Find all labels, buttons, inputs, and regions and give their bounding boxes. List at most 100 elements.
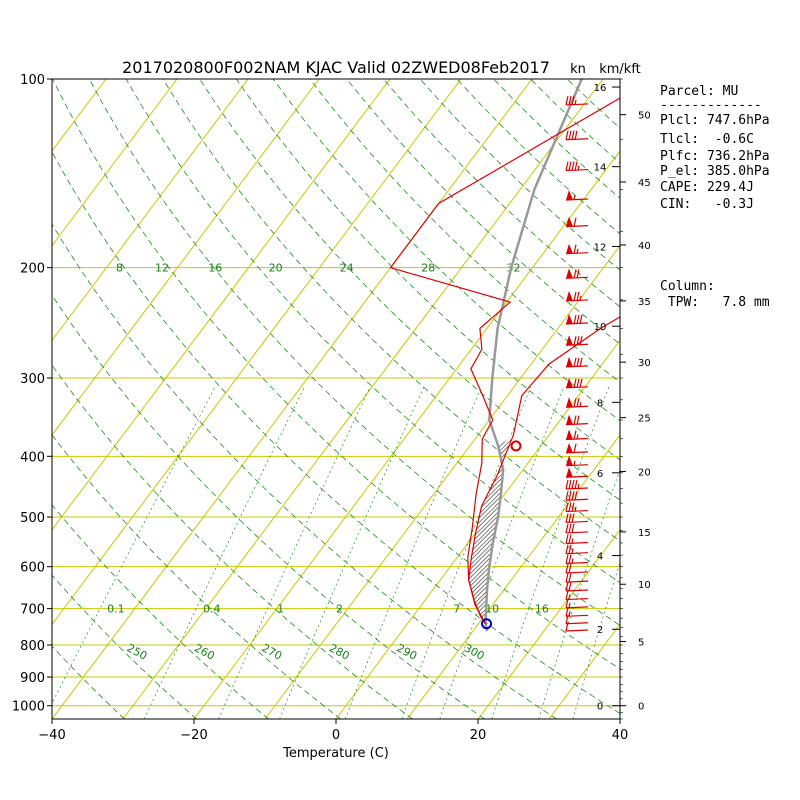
isotherm-line [52, 79, 320, 436]
kft-tick-label: 0 [638, 702, 644, 713]
wind-barb [565, 268, 589, 279]
pressure-tick-label: 600 [20, 561, 45, 576]
barb-full [565, 590, 569, 600]
barb-full [576, 398, 580, 408]
x-tick-label: −40 [38, 728, 65, 743]
barb-full [573, 314, 577, 325]
mixing-ratio-line [538, 468, 620, 719]
barb-full [565, 621, 569, 632]
mixing-ratio-label: 10 [485, 603, 499, 616]
barb-full [565, 544, 569, 554]
barb-pennant [566, 442, 573, 453]
barb-pennant [566, 377, 573, 388]
pressure-tick-label: 1000 [12, 700, 45, 715]
isotherm-line [52, 79, 178, 247]
dry-adiabat-line [52, 717, 53, 719]
column-info-title: Column: [660, 279, 715, 294]
parcel-info-tlcl: Tlcl: -0.6C [660, 132, 754, 147]
barb-full [571, 130, 575, 140]
mixing-ratio-line [143, 386, 305, 719]
cape-shading [468, 435, 514, 624]
barb-full [568, 479, 572, 490]
barb-full [565, 479, 569, 490]
barb-full [573, 217, 577, 227]
barb-full [576, 415, 580, 425]
barb-pennant [566, 268, 573, 279]
kft-tick-label: 10 [638, 580, 651, 591]
barb-full [573, 443, 577, 454]
barb-half [576, 248, 579, 254]
kft-tick-label: 35 [638, 297, 651, 308]
dry-adiabat-line [89, 79, 620, 626]
barb-full [573, 244, 577, 254]
mixing-ratio-label: 16 [208, 262, 222, 275]
dewpoint-profile-line [389, 97, 620, 625]
mixing-ratio-line [572, 561, 620, 719]
wind-barb [565, 590, 589, 601]
barb-half [571, 548, 574, 554]
barb-shaft [565, 487, 589, 490]
chart-title: 2017020800F002NAM KJAC Valid 02ZWED08Feb… [122, 58, 550, 77]
mixing-ratio-label: 2 [336, 603, 343, 616]
pressure-tick-label: 100 [20, 73, 45, 88]
barb-full [568, 572, 572, 583]
barb-full [571, 479, 575, 490]
isotherm-line [52, 79, 462, 626]
cape-area [468, 435, 514, 624]
mixing-ratio-label: 12 [155, 262, 169, 275]
barb-full [565, 607, 569, 617]
km-kft-unit-label: km/kft [599, 62, 641, 77]
barb-full [579, 378, 583, 388]
barb-shaft [565, 138, 589, 141]
isotherm-line [264, 244, 620, 719]
barb-full [565, 491, 569, 501]
parcel-info-plfc: Plfc: 736.2hPa [660, 149, 770, 164]
barb-full [568, 161, 572, 171]
kft-tick-label: 25 [638, 414, 651, 425]
barb-full [565, 95, 569, 106]
barb-full [571, 491, 575, 501]
barb-full [565, 502, 569, 512]
barb-full [576, 336, 580, 346]
barb-full [568, 581, 572, 592]
barb-half [573, 460, 576, 466]
barb-full [573, 398, 577, 408]
barb-pennant [566, 356, 573, 367]
barb-full [565, 614, 569, 624]
parcel-info-plcl: Plcl: 747.6hPa [660, 113, 770, 128]
barb-half [568, 611, 571, 617]
parcel-info-panel: Parcel: MU ------------- Plcl: 747.6hPa … [660, 84, 770, 310]
barb-half [574, 99, 577, 106]
barb-full [565, 572, 569, 583]
wind-barb [565, 479, 589, 490]
barb-pennant [566, 290, 573, 301]
barb-half [568, 602, 571, 608]
wind-barb [565, 314, 589, 325]
barb-half [579, 402, 582, 408]
barb-shaft [565, 531, 589, 534]
dry-adiabat-line [52, 574, 197, 719]
barb-full [571, 523, 575, 534]
isotherm-line [0, 79, 35, 719]
barb-full [568, 130, 572, 140]
km-tick-label: 6 [597, 469, 603, 480]
km-tick-label: 10 [594, 322, 607, 333]
barb-full [576, 314, 580, 325]
pressure-tick-label: 400 [20, 450, 45, 465]
wind-barb [565, 491, 589, 501]
dry-adiabat-line [52, 364, 413, 719]
barb-shaft [565, 622, 589, 625]
wind-barb [565, 429, 589, 441]
barb-pennant [566, 314, 573, 325]
barb-full [565, 563, 569, 574]
column-info-tpw: TPW: 7.8 mm [660, 295, 770, 310]
mixing-ratio-line [439, 386, 565, 719]
barb-pennant [566, 455, 573, 466]
dry-adiabat-line [52, 294, 485, 719]
wind-barb [565, 598, 589, 609]
km-tick-label: 12 [594, 242, 607, 253]
kft-tick-label: 50 [638, 111, 651, 122]
barb-full [568, 534, 572, 544]
wind-barb [565, 534, 589, 545]
